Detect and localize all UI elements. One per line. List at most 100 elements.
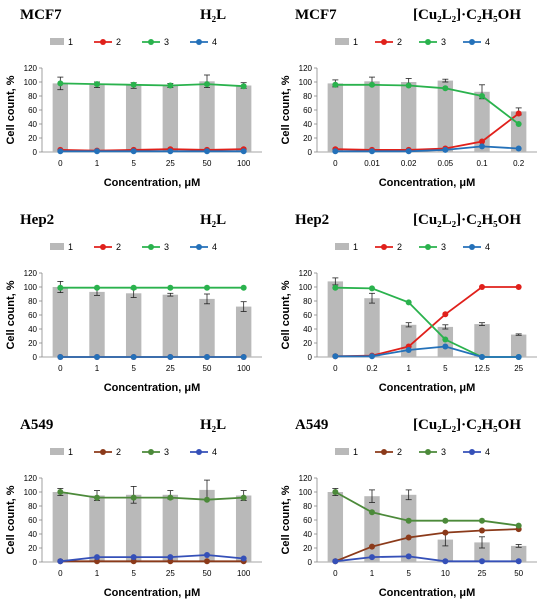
legend-swatch-marker bbox=[381, 449, 387, 455]
panel-title-compound: H₂L bbox=[200, 417, 226, 433]
y-tick-label: 100 bbox=[299, 488, 313, 497]
point-series-3 bbox=[479, 517, 485, 524]
x-axis-label: Concentration, μM bbox=[104, 177, 201, 189]
bar-series1 bbox=[364, 81, 380, 152]
line-series-3 bbox=[60, 491, 244, 501]
x-tick-label: 0 bbox=[333, 159, 338, 168]
bar-series1 bbox=[437, 80, 454, 152]
bar-series1 bbox=[364, 496, 380, 562]
legend-label: 4 bbox=[485, 37, 490, 47]
legend-swatch-marker bbox=[469, 244, 475, 250]
chart-panel-mcf7-h2l: MCF7 H₂L 1 2 3 4 0 20 40 60 80 100 120 Cell count, % 0… bbox=[0, 0, 275, 205]
bar-series1 bbox=[510, 545, 527, 562]
x-tick-label: 0 bbox=[58, 569, 63, 578]
y-tick-label: 20 bbox=[303, 339, 312, 348]
y-tick-label: 60 bbox=[28, 311, 37, 320]
point-series-4 bbox=[240, 555, 247, 562]
bar-series1 bbox=[474, 91, 490, 152]
y-tick-label: 120 bbox=[299, 474, 313, 483]
point-series-4 bbox=[130, 354, 137, 360]
legend-swatch-bar bbox=[335, 243, 349, 250]
point-series-4 bbox=[240, 354, 247, 360]
panel-title-cell-line: A549 bbox=[20, 417, 53, 433]
legend-swatch-marker bbox=[100, 244, 106, 250]
legend-label: 2 bbox=[397, 37, 402, 47]
legend-label: 2 bbox=[116, 37, 121, 47]
x-tick-label: 0.01 bbox=[364, 159, 380, 168]
y-tick-label: 120 bbox=[24, 269, 38, 278]
bar-series1 bbox=[162, 85, 179, 152]
point-series-4 bbox=[204, 354, 210, 360]
point-series-3 bbox=[405, 517, 412, 524]
y-axis-label: Cell count, % bbox=[5, 485, 17, 554]
bar-series1 bbox=[327, 492, 344, 562]
legend-swatch-marker bbox=[148, 449, 154, 455]
panel-title-cell-line: MCF7 bbox=[20, 7, 62, 23]
legend-swatch-marker bbox=[196, 449, 202, 455]
panel-title-compound: H₂L bbox=[200, 7, 226, 23]
point-series-3 bbox=[204, 496, 210, 503]
point-series-4 bbox=[332, 558, 339, 565]
point-series-4 bbox=[405, 148, 412, 155]
y-tick-label: 80 bbox=[28, 502, 37, 511]
x-tick-label: 5 bbox=[131, 159, 136, 168]
legend-swatch-marker bbox=[425, 39, 431, 45]
x-tick-label: 0 bbox=[58, 364, 63, 373]
bar-series1 bbox=[199, 298, 215, 357]
bar-series1 bbox=[400, 494, 417, 562]
bar-series1 bbox=[235, 495, 252, 562]
y-tick-label: 0 bbox=[308, 148, 313, 157]
point-series-2 bbox=[94, 558, 100, 565]
panel-title-compound: [Cu₂L₂]·C₂H₅OH bbox=[413, 7, 521, 23]
y-tick-label: 60 bbox=[303, 516, 312, 525]
y-axis-label: Cell count, % bbox=[5, 280, 17, 349]
bar-series1 bbox=[162, 294, 179, 357]
legend-label: 1 bbox=[353, 242, 358, 252]
bar-series1 bbox=[364, 298, 380, 357]
point-series-4 bbox=[479, 143, 485, 150]
point-series-3 bbox=[405, 299, 412, 306]
point-series-3 bbox=[57, 284, 64, 291]
line-series-4 bbox=[60, 554, 244, 563]
point-series-4 bbox=[167, 554, 174, 561]
y-tick-label: 60 bbox=[303, 311, 312, 320]
legend-label: 1 bbox=[353, 447, 358, 457]
bar-series1 bbox=[162, 494, 179, 562]
point-series-3 bbox=[332, 284, 339, 291]
legend-label: 3 bbox=[441, 242, 446, 252]
point-series-4 bbox=[130, 148, 137, 155]
legend-label: 3 bbox=[441, 447, 446, 457]
point-series-2 bbox=[405, 534, 412, 541]
point-series-2 bbox=[479, 138, 485, 145]
y-tick-label: 40 bbox=[303, 325, 312, 334]
y-tick-label: 80 bbox=[303, 297, 312, 306]
bar-series1 bbox=[89, 495, 105, 562]
point-series-4 bbox=[94, 554, 100, 561]
y-tick-label: 20 bbox=[28, 544, 37, 553]
y-tick-label: 100 bbox=[299, 283, 313, 292]
point-series-4 bbox=[405, 553, 412, 560]
x-tick-label: 12.5 bbox=[474, 364, 490, 373]
point-series-3 bbox=[442, 517, 449, 524]
line-series-4 bbox=[335, 145, 519, 153]
legend-label: 1 bbox=[68, 242, 73, 252]
point-series-4 bbox=[479, 354, 485, 360]
legend-label: 4 bbox=[485, 447, 490, 457]
point-series-4 bbox=[204, 552, 210, 558]
line-series-3 bbox=[60, 82, 244, 88]
bar-series1 bbox=[437, 539, 454, 562]
y-tick-label: 80 bbox=[303, 502, 312, 511]
x-tick-label: 0 bbox=[333, 569, 338, 578]
panel-title-compound: [Cu₂L₂]·C₂H₅OH bbox=[413, 212, 521, 228]
x-tick-label: 0.1 bbox=[476, 159, 488, 168]
legend-swatch-marker bbox=[100, 449, 106, 455]
x-tick-label: 25 bbox=[166, 364, 175, 373]
point-series-3 bbox=[94, 494, 100, 501]
x-axis-label: Concentration, μM bbox=[104, 382, 201, 394]
bar-series1 bbox=[125, 85, 142, 152]
point-series-4 bbox=[332, 353, 339, 360]
legend-swatch-bar bbox=[50, 38, 64, 45]
x-tick-label: 1 bbox=[406, 364, 411, 373]
point-series-3 bbox=[130, 81, 137, 88]
bar-series1 bbox=[52, 287, 69, 357]
